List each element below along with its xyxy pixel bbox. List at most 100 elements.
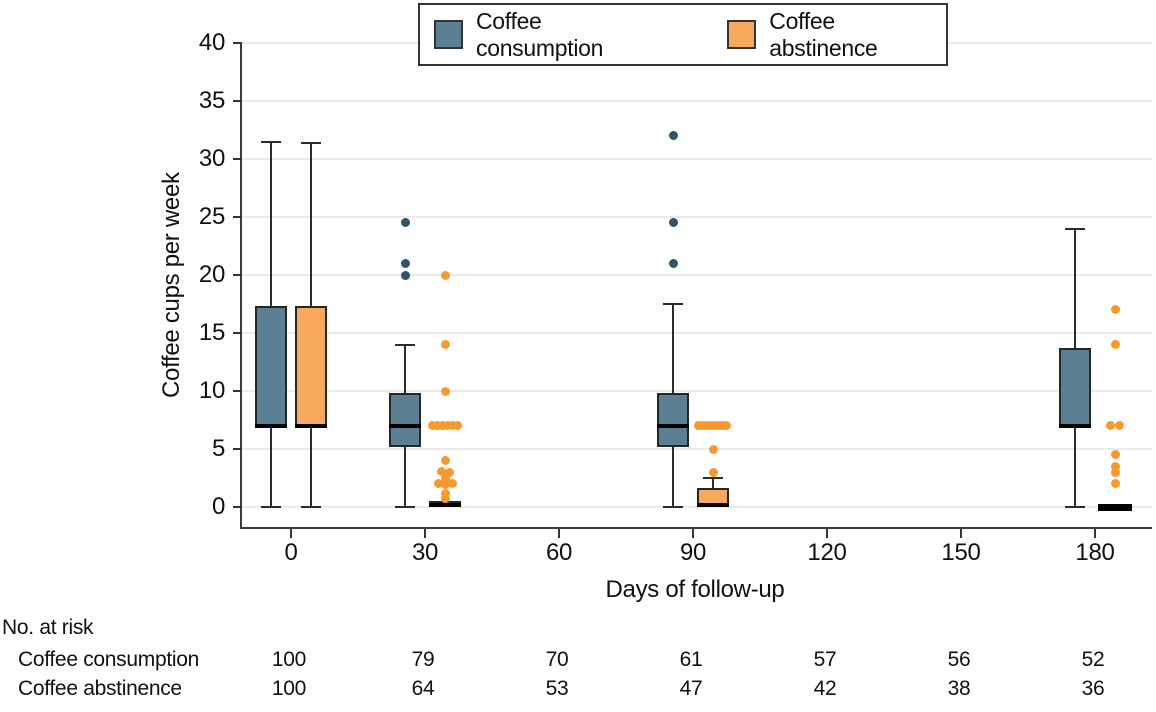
- y-tick-mark: [233, 42, 242, 44]
- y-tick-label: 10: [198, 377, 225, 404]
- whisker-upper: [404, 344, 406, 394]
- whisker-cap-bottom: [1065, 506, 1085, 508]
- y-tick-mark: [233, 100, 242, 102]
- box: [255, 306, 287, 429]
- whisker-cap-bottom: [395, 506, 415, 508]
- gridline: [242, 390, 1152, 392]
- outlier-dot: [1110, 479, 1120, 489]
- outlier-dot: [1110, 340, 1120, 350]
- legend-label-abstinence: Coffee abstinence: [769, 7, 878, 61]
- box: [389, 393, 421, 447]
- outlier-dot: [440, 473, 450, 483]
- outlier-dot: [1105, 421, 1115, 431]
- whisker-cap-bottom: [301, 506, 321, 508]
- outlier-dot: [427, 421, 437, 431]
- collapsed-box: [1098, 503, 1132, 511]
- y-tick-label: 20: [198, 261, 225, 288]
- outlier-dot: [442, 421, 452, 431]
- y-tick-mark: [233, 332, 242, 334]
- legend-item-coffee-consumption: Coffee consumption: [434, 8, 671, 62]
- outlier-dot: [432, 421, 442, 431]
- outlier-dot: [433, 479, 443, 489]
- at-risk-value: 61: [679, 648, 703, 671]
- outlier-dot: [444, 467, 454, 477]
- outlier-dot: [440, 270, 450, 280]
- outlier-dot: [668, 218, 678, 228]
- outlier-dot: [1114, 421, 1124, 431]
- x-tick-mark: [290, 529, 292, 538]
- whisker-lower: [672, 446, 674, 507]
- x-tick-mark: [424, 529, 426, 538]
- whisker-cap-top: [395, 343, 415, 346]
- y-tick-mark: [233, 274, 242, 276]
- at-risk-value: 38: [947, 677, 971, 700]
- x-tick-mark: [960, 529, 962, 538]
- outlier-dot: [440, 340, 450, 350]
- whisker-cap-bottom: [261, 506, 281, 508]
- x-tick-label: 0: [284, 539, 298, 566]
- x-tick-mark: [558, 529, 560, 538]
- outlier-dot: [1110, 450, 1120, 460]
- x-tick-label: 60: [545, 539, 573, 566]
- y-tick-label: 5: [211, 435, 225, 462]
- median-line: [1059, 423, 1091, 428]
- x-tick-mark: [826, 529, 828, 538]
- outlier-dot: [440, 488, 450, 498]
- gridline: [242, 216, 1152, 218]
- whisker-upper: [1074, 228, 1076, 349]
- whisker-upper: [672, 304, 674, 394]
- legend-swatch-consumption: [434, 20, 463, 49]
- x-tick-label: 150: [941, 539, 981, 566]
- x-tick-label: 180: [1075, 539, 1115, 566]
- whisker-lower: [310, 428, 312, 507]
- y-tick-label: 15: [198, 319, 225, 346]
- at-risk-row-label: Coffee abstinence: [18, 677, 182, 700]
- legend-swatch-abstinence: [727, 20, 757, 49]
- outlier-dot: [436, 466, 446, 476]
- at-risk-value: 53: [545, 677, 569, 700]
- gridline: [242, 100, 1152, 102]
- x-tick-label: 90: [679, 539, 707, 566]
- y-axis-title: Coffee cups per week: [158, 172, 185, 398]
- outlier-dot: [452, 421, 462, 431]
- gridline: [242, 506, 1152, 508]
- outlier-dot: [440, 480, 450, 490]
- outlier-dot: [1110, 467, 1120, 477]
- at-risk-value: 100: [271, 648, 307, 671]
- y-tick-label: 40: [198, 29, 225, 56]
- whisker-upper: [712, 478, 714, 489]
- box: [295, 306, 327, 429]
- gridline: [242, 448, 1152, 450]
- gridline: [242, 158, 1152, 160]
- y-tick-mark: [233, 390, 242, 392]
- whisker-cap-top: [261, 140, 281, 143]
- box: [657, 393, 689, 447]
- at-risk-value: 36: [1081, 677, 1105, 700]
- y-tick-mark: [233, 448, 242, 450]
- whisker-cap-top: [703, 477, 723, 479]
- outlier-dot: [721, 421, 731, 431]
- at-risk-value: 47: [679, 677, 703, 700]
- x-tick-label: 120: [807, 539, 847, 566]
- outlier-dot: [1110, 461, 1120, 471]
- whisker-upper: [310, 142, 312, 307]
- whisker-cap-top: [663, 303, 683, 305]
- median-line: [295, 423, 327, 428]
- at-risk-title: No. at risk: [2, 616, 94, 639]
- whisker-cap-bottom: [663, 506, 683, 508]
- x-tick-mark: [1094, 529, 1096, 538]
- whisker-cap-top: [301, 141, 321, 144]
- x-tick-mark: [692, 529, 694, 538]
- outlier-dot: [400, 218, 410, 228]
- median-line: [657, 423, 689, 428]
- median-line: [429, 502, 461, 507]
- gridline: [242, 274, 1152, 276]
- outlier-dot: [440, 386, 450, 396]
- x-tick-label: 30: [411, 539, 439, 566]
- box: [1059, 348, 1091, 429]
- legend-item-coffee-abstinence: Coffee abstinence: [727, 8, 946, 62]
- legend: Coffee consumption Coffee abstinence: [418, 3, 948, 66]
- x-axis-title: Days of follow-up: [605, 576, 785, 603]
- whisker-lower: [1074, 428, 1076, 507]
